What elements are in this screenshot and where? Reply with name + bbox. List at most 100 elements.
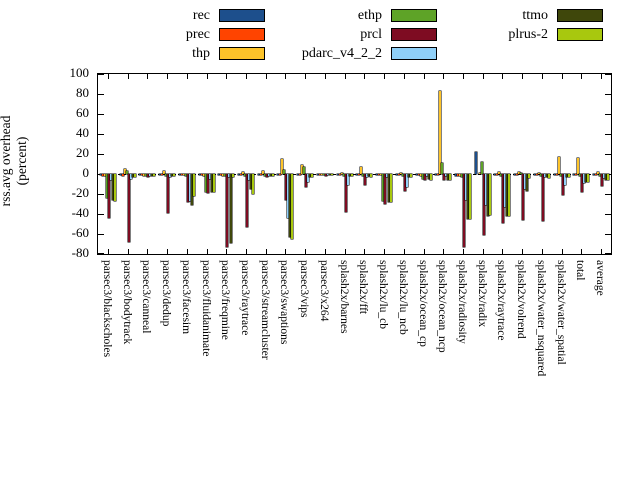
plot-area (97, 73, 612, 255)
bar-rec (593, 174, 596, 175)
bar-group (218, 74, 235, 254)
bar-prec (378, 174, 381, 175)
bar-ttmo (427, 174, 430, 179)
bar-ttmo (210, 174, 213, 192)
x-tick-mark (482, 249, 484, 254)
x-tick-mark (443, 249, 445, 254)
x-tick-label: splash2x/raytrace (495, 260, 508, 341)
legend-item-plrus-2: plrus-2 (463, 25, 603, 44)
bar-plrus-2 (291, 174, 294, 239)
bar-group (356, 74, 373, 254)
bar-plrus-2 (133, 174, 136, 177)
bar-prec (121, 174, 124, 176)
y-axis-title-line1: rss.avg overhead (0, 115, 13, 207)
bar-rec (455, 174, 457, 176)
bar-ttmo (269, 174, 272, 176)
bar-group (119, 74, 136, 254)
y-tick-mark (605, 214, 611, 215)
bar-ttmo (171, 174, 174, 176)
bar-rec (336, 174, 339, 175)
legend-item-ttmo: ttmo (463, 6, 603, 25)
bar-plrus-2 (488, 174, 491, 215)
x-tick-label: parsec3/vips (298, 260, 311, 318)
x-tick-mark (502, 74, 504, 79)
bar-plrus-2 (311, 174, 314, 177)
bar-plrus-2 (153, 174, 156, 176)
bar-prcl (364, 174, 367, 185)
legend-label: pdarc_v4_2_2 (301, 45, 382, 61)
bar-prcl (443, 174, 446, 180)
x-tick-mark (344, 249, 346, 254)
bar-group (376, 74, 393, 254)
bar-cluster-parsec3/streamcluster (256, 74, 276, 254)
x-tick-label: splash2x/ocean_ncp (436, 260, 449, 353)
legend-label: thp (192, 45, 210, 61)
bar-rec (178, 174, 181, 175)
bar-plrus-2 (429, 174, 432, 180)
x-tick-label: splash2x/radiosity (456, 260, 469, 344)
bar-ttmo (605, 174, 608, 180)
bar-prec (161, 174, 164, 175)
bar-prcl (285, 174, 288, 200)
bar-group (159, 74, 176, 254)
bar-ethp (165, 174, 168, 176)
bar-prec (358, 174, 361, 175)
bar-thp (182, 174, 185, 175)
bar-ethp (342, 174, 345, 176)
bar-thp (597, 172, 600, 174)
bar-prec (200, 174, 203, 175)
x-tick-mark (324, 249, 326, 254)
bar-thp (498, 172, 501, 174)
bar-group (435, 74, 452, 254)
bar-ttmo (467, 174, 469, 219)
legend-item-ethp: ethp (227, 6, 437, 25)
y-tick-label: -20 (71, 185, 89, 200)
bar-thp (301, 165, 304, 174)
y-tick-mark (605, 194, 611, 195)
bar-pdarc_v4_2_2 (326, 174, 329, 175)
bar-cluster-parsec3/canneal (137, 74, 157, 254)
legend-swatch-rec (219, 9, 265, 22)
bar-ethp (105, 174, 108, 198)
bar-prec (516, 174, 519, 175)
bar-pdarc_v4_2_2 (247, 174, 250, 180)
x-tick-mark (107, 249, 109, 254)
bar-rec (99, 174, 102, 175)
x-tick-mark (364, 74, 366, 79)
y-tick-mark (98, 214, 104, 215)
y-tick-mark (98, 94, 104, 95)
x-tick-label: splash2x/lu_cb (377, 260, 390, 329)
x-tick-mark (206, 74, 208, 79)
bar-ethp (145, 174, 148, 176)
y-tick-mark (605, 134, 611, 135)
bar-plrus-2 (508, 174, 511, 216)
bar-ethp (480, 162, 483, 174)
bar-ethp (559, 174, 562, 176)
bar-ttmo (328, 174, 331, 175)
bar-rec (514, 174, 517, 175)
y-tick-mark (98, 194, 104, 195)
y-tick-mark (605, 74, 611, 75)
bar-prcl (502, 174, 505, 223)
bar-thp (537, 173, 540, 174)
bar-cluster-parsec3/bodytrack (118, 74, 138, 254)
bar-rec (139, 174, 142, 175)
x-tick-mark (364, 249, 366, 254)
x-tick-mark (127, 249, 129, 254)
x-tick-label: parsec3/swaptions (278, 260, 291, 345)
bar-ttmo (506, 174, 509, 216)
bar-pdarc_v4_2_2 (267, 174, 270, 176)
bar-plrus-2 (251, 174, 254, 194)
bar-ttmo (151, 174, 154, 176)
bar-thp (261, 171, 264, 174)
x-tick-mark (226, 74, 228, 79)
bar-cluster-parsec3/facesim (177, 74, 197, 254)
y-tick-mark (98, 234, 104, 235)
bar-thp (399, 173, 402, 174)
bar-plrus-2 (330, 174, 333, 175)
x-tick-mark (541, 74, 543, 79)
bar-group (553, 74, 570, 254)
y-tick-label: 80 (76, 85, 89, 100)
bar-group (494, 74, 511, 254)
x-tick-mark (522, 74, 524, 79)
